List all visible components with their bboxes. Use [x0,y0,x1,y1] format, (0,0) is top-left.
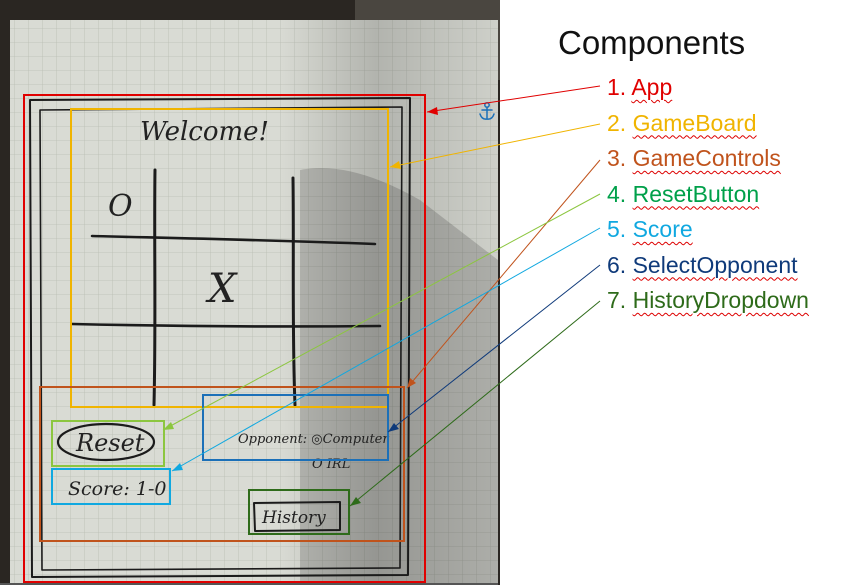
arrow-gameboard [389,123,601,168]
legend-item-label: GameControls [632,145,781,171]
legend-item-label: App [631,74,673,100]
legend-item-number: 4. [607,180,627,207]
legend-item: 1. App [607,72,809,108]
legend-item: 7. HistoryDropdown [607,285,809,321]
notebook-photo [0,0,500,585]
box-gamecontrols [39,386,405,542]
arrow-resetbutton [162,193,601,431]
welcome-text: Welcome! [140,117,269,147]
legend-item-number: 2. [607,109,627,136]
legend-item-number: 3. [607,145,627,171]
box-selectopponent [202,394,389,461]
legend-item: 5. Score [607,214,809,250]
box-app [23,94,426,583]
legend-item-label: GameBoard [632,109,757,136]
box-historydropdown [248,489,350,535]
legend-item-label: SelectOpponent [632,251,798,278]
legend-item-number: 1. [607,74,627,100]
component-legend: 1. App 2. GameBoard 3. GameControls 4. Rese… [607,72,809,321]
legend-item: 3. GameControls [607,143,809,179]
box-resetbutton [51,420,165,467]
component-boxes [23,94,426,583]
legend-item-number: 5. [607,216,627,242]
legend-item-number: 7. [607,287,627,313]
opponent-text: Opponent: ◎Computer [238,432,389,447]
cell-o-text: O [108,189,133,224]
box-score [51,468,171,505]
connector-arrows [162,85,601,507]
history-text: History [261,508,326,528]
legend-item-label: Score [632,216,693,242]
box-gameboard [70,108,389,408]
legend-item: 2. GameBoard [607,108,809,144]
legend-item-label: ResetButton [632,180,760,207]
arrow-gamecontrols [406,159,601,389]
arrow-selectopponent [387,264,601,433]
cell-x-text: X [205,266,238,312]
reset-text: Reset [75,429,145,457]
anchor-icon [479,102,495,120]
legend-title: Components [558,24,746,61]
arrow-score [171,227,601,472]
arrow-historydropdown [349,300,601,507]
legend-item: 6. SelectOpponent [607,250,809,286]
arrow-app [426,85,601,113]
score-text: Score: 1-0 [68,478,166,500]
legend-item-number: 6. [607,251,627,278]
legend-item-label: HistoryDropdown [632,287,809,313]
legend-item: 4. ResetButton [607,179,809,215]
